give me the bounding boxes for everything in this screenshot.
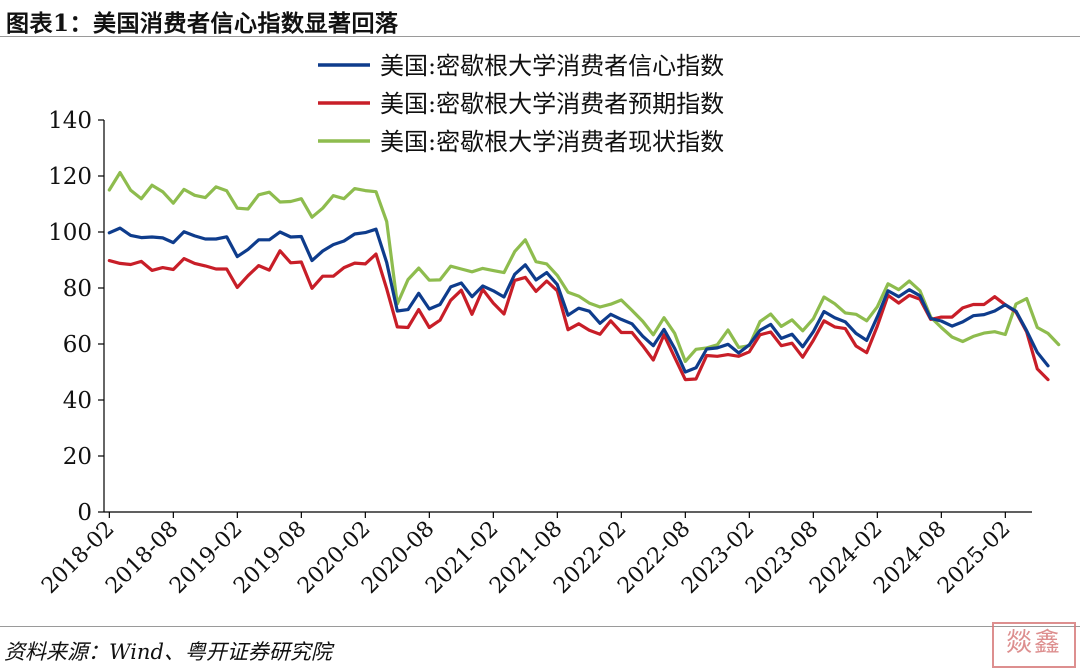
y-tick-label: 100 [48, 220, 92, 246]
legend-label: 美国:密歇根大学消费者现状指数 [380, 128, 724, 156]
y-tick-label: 140 [48, 108, 92, 134]
y-tick-label: 120 [48, 164, 92, 190]
series-line [107, 249, 1050, 382]
footer-rule [0, 626, 1080, 627]
y-tick-label: 80 [63, 276, 92, 302]
series-line [107, 226, 1050, 374]
y-tick-label: 60 [63, 332, 92, 358]
legend-label: 美国:密歇根大学消费者信心指数 [380, 52, 724, 80]
y-tick-label: 40 [63, 388, 92, 414]
seal-stamp: 燚鑫 [992, 622, 1076, 668]
title-rule [0, 36, 1080, 37]
series-line [107, 171, 1061, 363]
series-layer [107, 171, 1061, 382]
y-tick-label: 20 [63, 444, 92, 470]
chart-axes: 0204060801001201402018-022018-082019-022… [37, 108, 1032, 599]
line-chart: 0204060801001201402018-022018-082019-022… [37, 52, 1061, 599]
source-note: 资料来源：Wind、粤开证券研究院 [4, 640, 332, 664]
figure-title: 图表1：美国消费者信心指数显著回落 [6, 10, 399, 37]
chart-legend: 美国:密歇根大学消费者信心指数美国:密歇根大学消费者预期指数美国:密歇根大学消费… [318, 52, 724, 156]
y-tick-label: 0 [77, 500, 92, 526]
legend-label: 美国:密歇根大学消费者预期指数 [380, 90, 724, 118]
